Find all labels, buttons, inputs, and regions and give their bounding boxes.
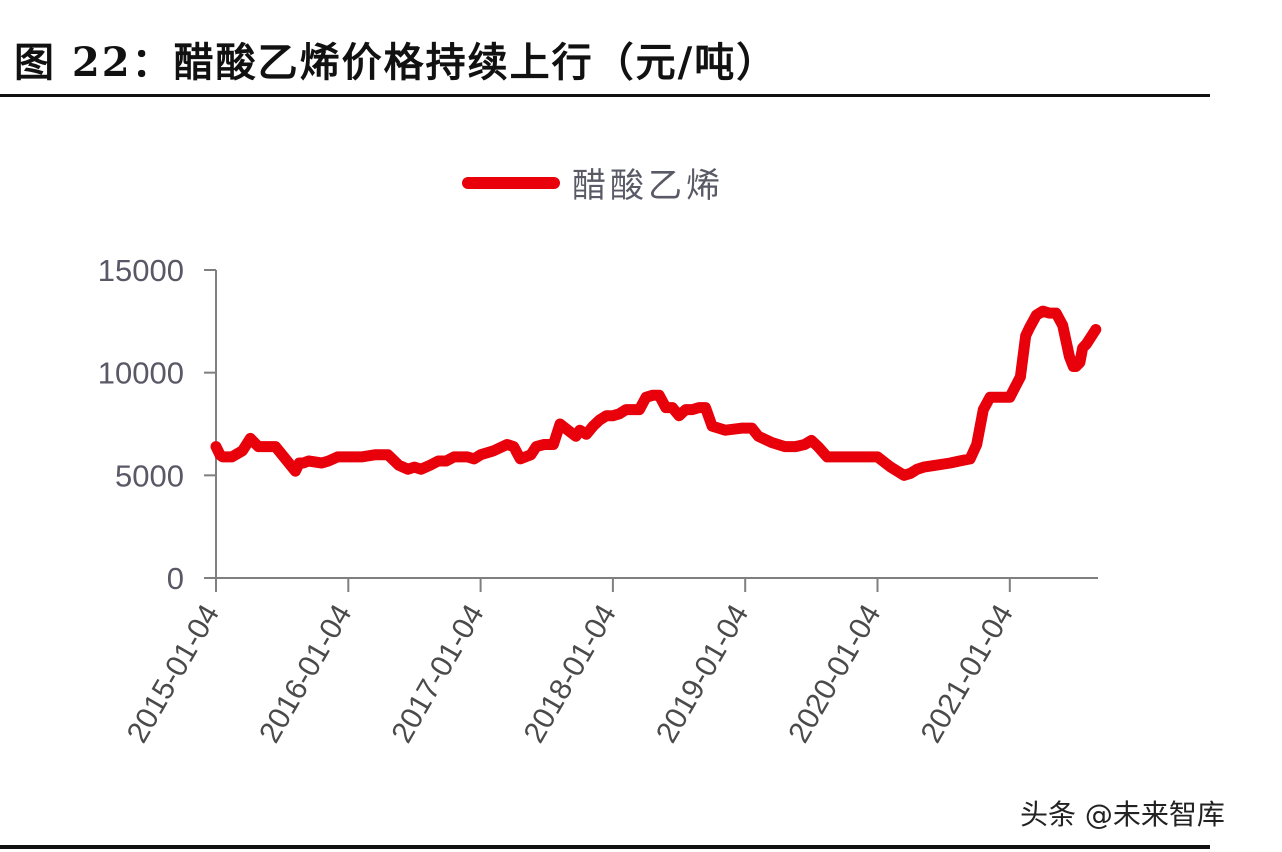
x-tick-label: 2017-01-04 bbox=[385, 599, 490, 748]
legend-swatch bbox=[462, 176, 560, 189]
x-tick-label: 2015-01-04 bbox=[121, 599, 226, 748]
series-line-vinyl-acetate bbox=[210, 305, 1102, 481]
x-ticks: 2015-01-04 2016-01-04 2017-01-04 2018-01-04… bbox=[121, 578, 1020, 748]
axes bbox=[206, 270, 1098, 588]
legend-label: 醋酸乙烯 bbox=[572, 166, 724, 206]
x-tick-label: 2016-01-04 bbox=[253, 599, 358, 748]
watermark: 头条 @未来智库 bbox=[1020, 798, 1225, 831]
x-tick-label: 2019-01-04 bbox=[650, 599, 755, 748]
x-tick-label: 2020-01-04 bbox=[782, 599, 887, 748]
y-tick-label: 15000 bbox=[98, 253, 184, 288]
top-divider bbox=[0, 94, 1210, 97]
y-ticks: 0 5000 10000 15000 bbox=[98, 253, 216, 596]
y-tick-label: 0 bbox=[167, 561, 184, 596]
x-tick-label: 2021-01-04 bbox=[915, 599, 1020, 748]
figure-title: 图 22：醋酸乙烯价格持续上行（元/吨） bbox=[14, 39, 779, 86]
bottom-divider bbox=[0, 845, 1210, 849]
y-tick-label: 5000 bbox=[115, 458, 184, 493]
y-tick-label: 10000 bbox=[98, 356, 184, 391]
x-tick-label: 2018-01-04 bbox=[518, 599, 623, 748]
chart-legend: 醋酸乙烯 bbox=[462, 158, 724, 207]
